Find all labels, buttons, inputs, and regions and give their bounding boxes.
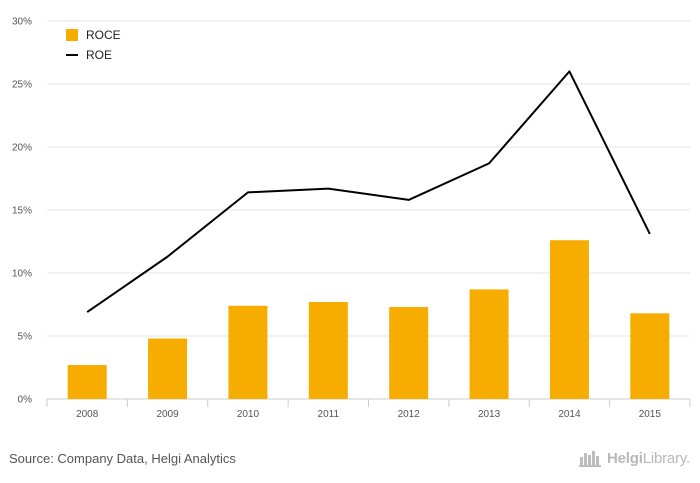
logo-text: HelgiLibrary. [607, 449, 690, 467]
x-tick-label: 2012 [398, 409, 421, 420]
roe-point[interactable] [565, 67, 573, 75]
y-tick-label: 0% [18, 395, 33, 406]
legend-roce-swatch [66, 29, 78, 41]
y-tick-label: 25% [12, 80, 32, 91]
roe-point[interactable] [485, 159, 493, 167]
roe-point[interactable] [405, 196, 413, 204]
x-tick-label: 2013 [478, 409, 501, 420]
y-tick-label: 20% [12, 143, 32, 154]
city-skyline-icon [579, 451, 601, 467]
source-note: Source: Company Data, Helgi Analytics [9, 451, 236, 466]
roce-bar[interactable] [549, 240, 589, 399]
roce-bar[interactable] [389, 307, 429, 399]
x-tick-label: 2015 [639, 409, 662, 420]
roce-bar[interactable] [148, 338, 188, 399]
roe-point[interactable] [83, 308, 91, 316]
y-tick-label: 15% [12, 206, 32, 217]
helgi-library-logo: HelgiLibrary. [579, 448, 690, 468]
x-tick-label: 2011 [318, 409, 340, 420]
roce-bar[interactable] [67, 364, 107, 399]
chart: 0% 5% 10% 15% 20% 25% 30% 2008 2009 2010 2011 2012 2… [12, 17, 691, 420]
roe-line[interactable] [86, 70, 651, 313]
y-tick-label: 5% [18, 332, 33, 343]
roce-bar[interactable] [228, 305, 268, 399]
x-tick-label: 2008 [76, 409, 99, 420]
x-tick-label: 2010 [237, 409, 260, 420]
x-tick-label: 2009 [156, 409, 179, 420]
roce-bar[interactable] [630, 313, 670, 399]
roce-bar[interactable] [469, 289, 509, 399]
roe-point[interactable] [646, 230, 654, 238]
roe-point[interactable] [164, 253, 172, 261]
x-tick-label: 2014 [558, 409, 581, 420]
y-tick-label: 10% [12, 269, 32, 280]
legend-roce-label: ROCE [86, 28, 121, 42]
roce-bar[interactable] [308, 301, 348, 399]
roe-point[interactable] [324, 185, 332, 193]
legend-roe-label: ROE [86, 48, 112, 62]
y-tick-label: 30% [12, 17, 32, 28]
roe-point[interactable] [244, 188, 252, 196]
